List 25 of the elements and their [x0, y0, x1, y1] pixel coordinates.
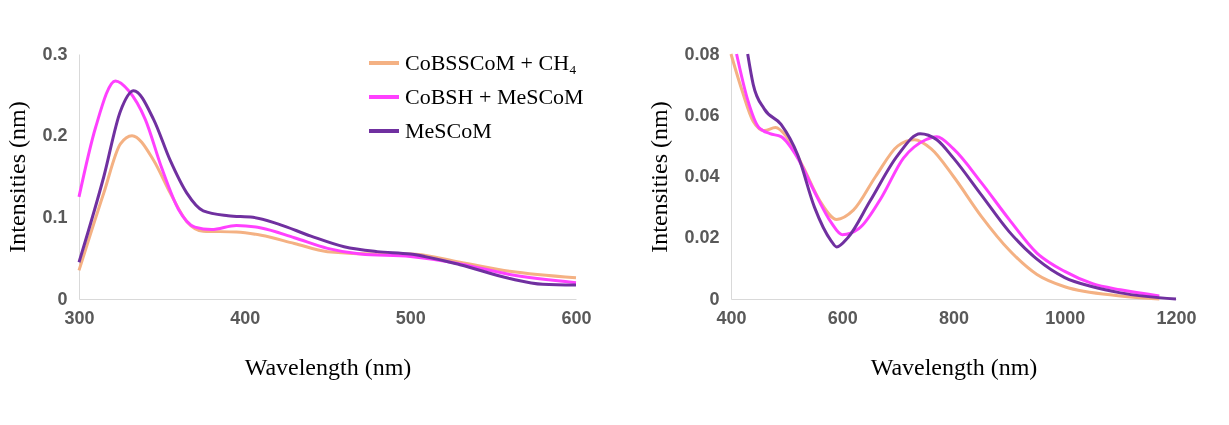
x-tick-label: 800 — [938, 307, 970, 328]
y-tick-label: 0.08 — [684, 43, 720, 64]
y-axis-title: Intensities (nm) — [646, 101, 673, 253]
x-tick-label: 1200 — [1156, 307, 1197, 328]
x-axis-title: Wavelength (nm) — [870, 353, 1038, 380]
x-axis-title: Wavelength (nm) — [244, 353, 412, 380]
x-tick-label: 1000 — [1045, 307, 1086, 328]
x-tick-label: 600 — [827, 307, 858, 328]
x-tick-label: 600 — [561, 307, 592, 328]
x-tick-label: 300 — [64, 307, 95, 328]
y-tick-label: 0 — [709, 288, 720, 309]
x-tick-label: 500 — [395, 307, 426, 328]
x-tick-label: 400 — [230, 307, 261, 328]
y-tick-label: 0.3 — [42, 43, 68, 64]
y-tick-label: 0.1 — [42, 206, 68, 227]
y-tick-label: 0.06 — [684, 104, 720, 125]
y-tick-label: 0.04 — [684, 166, 720, 186]
y-tick-label: 0.2 — [42, 125, 68, 146]
legend-label: CoBSH + MeSCoM — [405, 84, 584, 109]
x-tick-label: 400 — [716, 307, 747, 328]
legend-label: MeSCoM — [405, 118, 492, 143]
y-tick-label: 0.02 — [684, 227, 720, 248]
y-axis-title: Intensities (nm) — [4, 101, 31, 253]
legend-label: CoBSSCoM + CH₄ — [405, 50, 577, 75]
y-tick-label: 0 — [57, 288, 68, 309]
